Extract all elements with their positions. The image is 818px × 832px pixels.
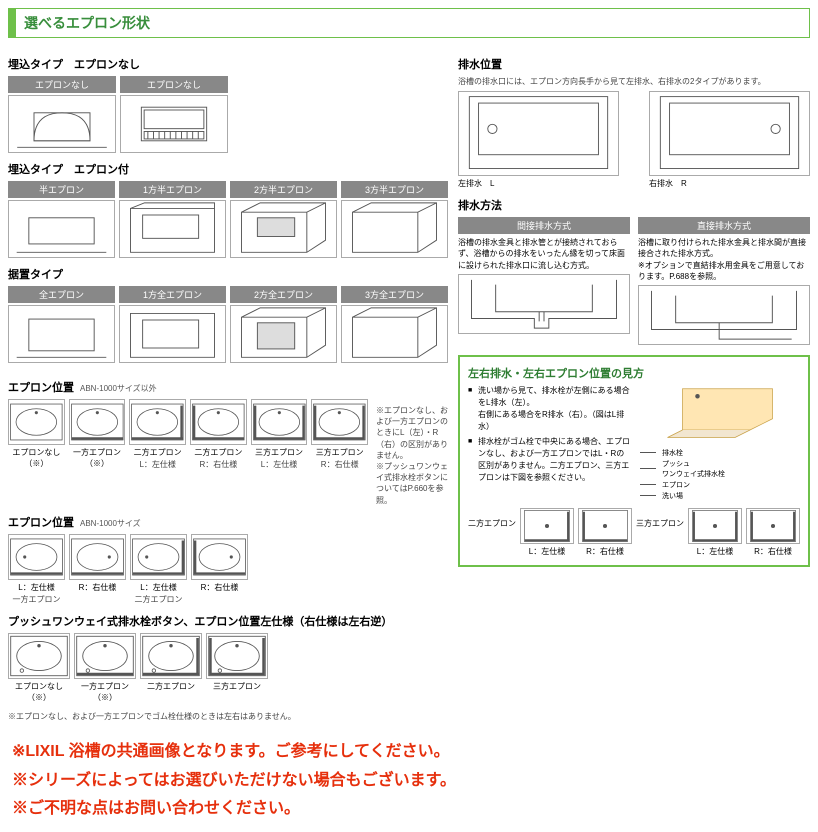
apron-pos2-item-1: R：右仕様: [69, 534, 126, 605]
red-note-2: ※ご不明な点はお問い合わせください。: [12, 795, 806, 824]
apron-pos1-item-0: エプロンなし（※）: [8, 399, 65, 498]
push-one-3: 三方エプロン: [206, 633, 268, 703]
apron-pos1-item-1: 一方エプロン（※）: [69, 399, 126, 498]
info-apron-group-0-lbl: 二方エプロン: [468, 508, 516, 557]
floor-2: 2方全エプロン: [230, 286, 337, 363]
apron-pos2-item-3: R：右仕様: [191, 534, 248, 605]
left-column: 埋込タイプ エプロンなし エプロンなし エプロンなし 埋込タイプ エプロン付 半…: [8, 48, 448, 722]
apron-pos1-item-2: 二方エプロンL：左仕様: [129, 399, 186, 498]
info-box-title: 左右排水・左右エプロン位置の見方: [468, 365, 800, 381]
apron-pos2-item-0: L：左仕様一方エプロン: [8, 534, 65, 605]
embed-apron-2: 2方半エプロン: [230, 181, 337, 258]
section-floor-title: 据置タイプ: [8, 266, 448, 282]
push-one-title: プッシュワンウェイ式排水栓ボタン、エプロン位置左仕様（右仕様は左右逆）: [8, 613, 448, 629]
drain-right: 右排水 R: [649, 91, 810, 189]
apron-pos2-item-2: L：左仕様二方エプロン: [130, 534, 187, 605]
red-note-1: ※シリーズによってはお選びいただけない場合もございます。: [12, 767, 806, 796]
embed-no-apron-0: エプロンなし: [8, 76, 116, 153]
apron-pos1-notes: ※エプロンなし、および一方エプロンのときにL（左）・R（右）の区別がありません。…: [376, 399, 448, 506]
right-column: 排水位置 浴槽の排水口には、エプロン方向長手から見て左排水、右排水の2タイプがあ…: [458, 48, 810, 722]
main-header: 選べるエプロン形状: [8, 8, 810, 38]
info-bullet-0: 洗い場から見て、排水栓が左側にある場合をL排水（左）。 右側にある場合をR排水（…: [468, 385, 632, 433]
embed-apron-0: 半エプロン: [8, 181, 115, 258]
apron-pos2-sub: ABN-1000サイズ: [80, 518, 141, 529]
section-embed-apron-title: 埋込タイプ エプロン付: [8, 161, 448, 177]
red-note-0: ※LIXIL 浴槽の共通画像となります。ご参考にしてください。: [12, 738, 806, 767]
push-one-foot: ※エプロンなし、および一方エプロンでゴム栓仕様のときは左右はありません。: [8, 711, 448, 722]
apron-pos2-title: エプロン位置: [8, 514, 74, 530]
floor-0: 全エプロン: [8, 286, 115, 363]
embed-apron-3: 3方半エプロン: [341, 181, 448, 258]
section-embed-no-apron-title: 埋込タイプ エプロンなし: [8, 56, 448, 72]
push-one-1: 一方エプロン（※）: [74, 633, 136, 703]
info-diagram: 排水栓 プッシュ ワンウェイ式排水栓 エプロン 洗い場: [640, 385, 800, 502]
embed-apron-1: 1方半エプロン: [119, 181, 226, 258]
floor-1: 1方全エプロン: [119, 286, 226, 363]
drain-pos-desc: 浴槽の排水口には、エプロン方向長手から見て左排水、右排水の2タイプがあります。: [458, 76, 810, 87]
drain-method-0: 間接排水方式 浴槽の排水金具と排水管とが接続されておらず、浴槽からの排水をいった…: [458, 217, 630, 345]
drain-method-title: 排水方法: [458, 197, 810, 213]
red-notes: ※LIXIL 浴槽の共通画像となります。ご参考にしてください。 ※シリーズによっ…: [0, 730, 818, 832]
embed-no-apron-1: エプロンなし: [120, 76, 228, 153]
apron-pos1-item-5: 三方エプロンR：右仕様: [311, 399, 368, 498]
apron-pos1-item-3: 二方エプロンR：右仕様: [190, 399, 247, 498]
push-one-2: 二方エプロン: [140, 633, 202, 703]
drain-left: 左排水 L: [458, 91, 619, 189]
info-box: 左右排水・左右エプロン位置の見方 洗い場から見て、排水栓が左側にある場合をL排水…: [458, 355, 810, 567]
apron-pos1-title: エプロン位置: [8, 379, 74, 395]
drain-pos-title: 排水位置: [458, 56, 810, 72]
apron-pos1-sub: ABN-1000サイズ以外: [80, 383, 157, 394]
info-apron-group-1-lbl: 三方エプロン: [636, 508, 684, 557]
apron-pos1-item-4: 三方エプロンL：左仕様: [251, 399, 308, 498]
info-bullet-1: 排水栓がゴム栓で中央にある場合、エプロンなし、および一方エプロンではL・Rの区別…: [468, 436, 632, 484]
drain-method-1: 直接排水方式 浴槽に取り付けられた排水金具と排水間が直接接合された排水方式。 ※…: [638, 217, 810, 345]
floor-3: 3方全エプロン: [341, 286, 448, 363]
push-one-0: エプロンなし（※）: [8, 633, 70, 703]
